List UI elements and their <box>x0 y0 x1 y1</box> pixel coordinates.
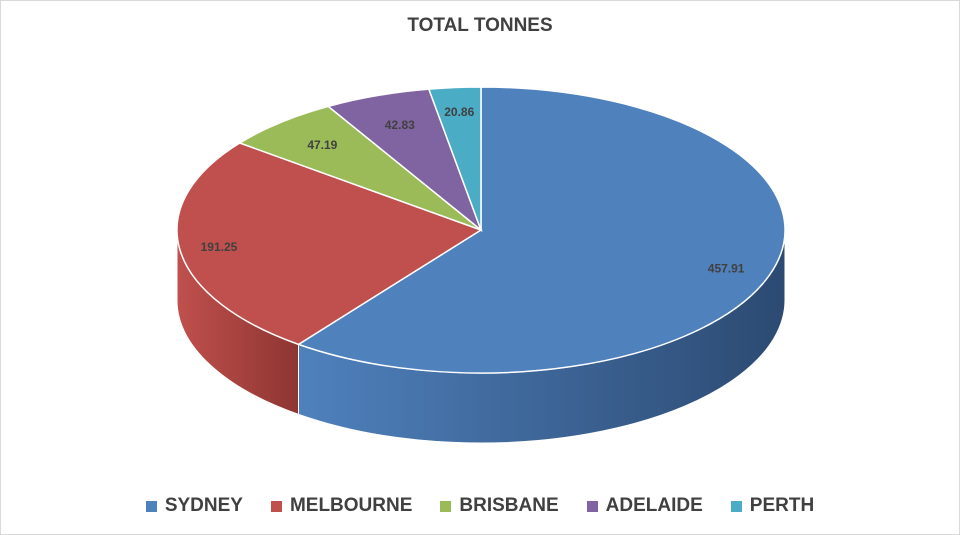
legend-swatch <box>270 500 282 512</box>
legend-label: SYDNEY <box>164 495 243 516</box>
data-label-sydney: 457.91 <box>708 261 745 275</box>
pie-slice-brisbane <box>238 105 482 231</box>
pie-slice-sydney <box>296 86 786 374</box>
legend-item-adelaide: ADELAIDE <box>586 495 703 517</box>
data-label-adelaide: 42.83 <box>385 118 415 132</box>
legend-swatch <box>145 500 157 512</box>
legend-swatch <box>730 500 742 512</box>
legend-label: MELBOURNE <box>289 495 413 516</box>
chart-legend: SYDNEY MELBOURNE BRISBANE ADELAIDE PERTH <box>1 495 959 517</box>
data-label-perth: 20.86 <box>444 105 474 119</box>
legend-item-melbourne: MELBOURNE <box>270 495 413 517</box>
legend-item-brisbane: BRISBANE <box>440 495 559 517</box>
legend-label: BRISBANE <box>459 495 559 516</box>
pie-slice-perth <box>427 86 482 231</box>
legend-swatch <box>440 500 452 512</box>
legend-label: ADELAIDE <box>605 495 703 516</box>
legend-item-sydney: SYDNEY <box>145 495 243 517</box>
chart-title: TOTAL TONNES <box>407 15 553 36</box>
data-label-brisbane: 47.19 <box>307 138 337 152</box>
pie-slice-melbourne <box>176 142 483 346</box>
pie-top <box>176 86 786 374</box>
legend-item-perth: PERTH <box>730 495 815 517</box>
legend-swatch <box>586 500 598 512</box>
data-label-melbourne: 191.25 <box>201 240 238 254</box>
legend-label: PERTH <box>749 495 815 516</box>
data-labels: 457.91 191.25 47.19 42.83 20.86 <box>201 105 745 276</box>
